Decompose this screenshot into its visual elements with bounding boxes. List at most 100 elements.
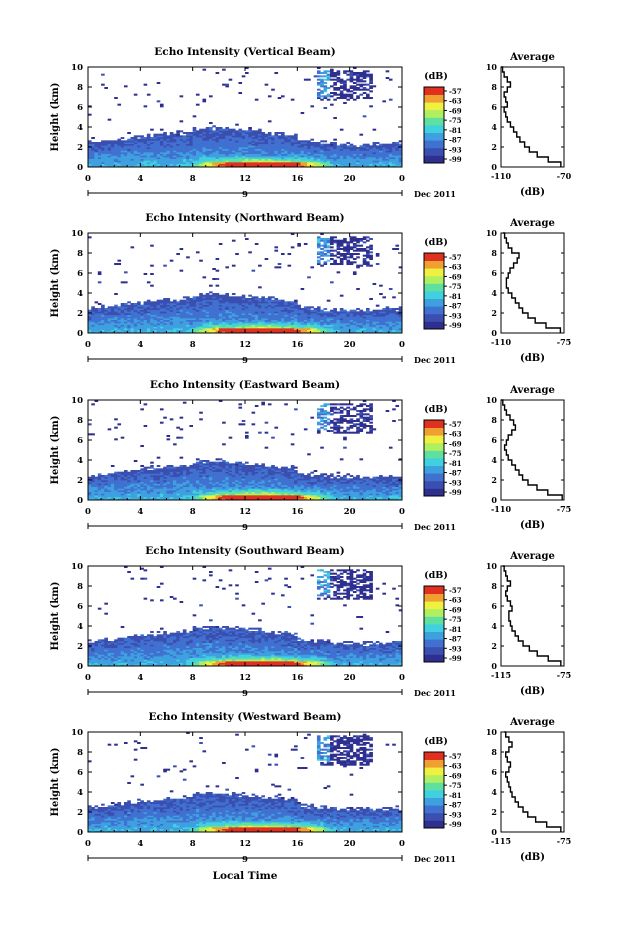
heatmap-cell xyxy=(169,158,174,161)
heatmap-cell xyxy=(330,323,334,326)
heatmap-cell xyxy=(182,329,187,332)
heatmap-cell xyxy=(169,132,174,135)
heatmap-cell xyxy=(140,304,144,307)
heatmap-cell xyxy=(261,299,265,302)
heatmap-cell xyxy=(382,153,386,156)
heatmap-cell xyxy=(120,160,125,163)
heatmap-cell xyxy=(209,133,213,136)
heatmap-cell xyxy=(146,152,151,155)
heatmap-cell xyxy=(241,299,246,302)
heatmap-cell xyxy=(215,298,220,301)
heatmap-cell xyxy=(222,160,226,163)
heatmap-cell xyxy=(333,239,337,242)
heatmap-cell xyxy=(248,145,252,148)
colorbar-tick-label: -63 xyxy=(449,97,462,106)
heatmap-cell xyxy=(140,160,144,163)
heatmap-cell xyxy=(159,150,164,153)
profile-y-tick-label: 6 xyxy=(491,268,497,278)
heatmap-cell xyxy=(235,132,239,135)
heatmap-cell xyxy=(150,140,154,143)
heatmap-cell xyxy=(300,319,305,322)
heatmap-cell xyxy=(209,298,213,301)
heatmap-cell xyxy=(222,319,226,322)
heatmap-cell xyxy=(356,75,360,78)
heatmap-cell xyxy=(297,316,301,319)
heatmap-cell xyxy=(333,78,337,81)
heatmap-cell xyxy=(245,309,249,312)
heatmap-cell xyxy=(284,150,288,153)
heatmap-cell xyxy=(290,147,295,150)
heatmap-cell xyxy=(313,153,318,156)
heatmap-cell xyxy=(330,309,334,312)
heatmap-cell xyxy=(303,311,308,314)
heatmap-cell xyxy=(209,162,213,165)
heatmap-cell xyxy=(326,143,331,146)
heatmap-cell xyxy=(284,309,288,312)
heatmap-cell xyxy=(192,296,197,299)
heatmap-cell xyxy=(199,314,203,317)
heatmap-cell xyxy=(137,135,141,138)
heatmap-cell xyxy=(91,160,95,163)
heatmap-cell xyxy=(258,303,262,306)
heatmap-cell xyxy=(176,436,180,439)
heatmap-cell xyxy=(316,243,321,246)
heatmap-cell xyxy=(274,147,279,150)
heatmap-cell xyxy=(159,421,164,424)
heatmap-cell xyxy=(150,331,154,334)
heatmap-cell xyxy=(176,328,180,331)
heatmap-cell xyxy=(398,157,403,160)
heatmap-cell xyxy=(280,152,285,155)
heatmap-cell xyxy=(94,326,99,329)
heatmap-cell xyxy=(235,150,239,153)
heatmap-cell xyxy=(199,411,203,414)
heatmap-cell xyxy=(146,329,151,332)
heatmap-cell xyxy=(150,148,154,151)
heatmap-cell xyxy=(163,301,167,304)
heatmap-cell xyxy=(398,148,403,151)
heatmap-cell xyxy=(382,157,386,160)
heatmap-cell xyxy=(137,331,141,334)
colorbar-tick-label: -81 xyxy=(449,292,462,301)
heatmap-cell xyxy=(107,140,112,143)
heatmap-cell xyxy=(251,323,256,326)
heatmap-cell xyxy=(294,313,298,316)
heatmap-cell xyxy=(330,143,334,146)
heatmap-cell xyxy=(235,145,239,148)
heatmap-cell xyxy=(166,303,171,306)
heatmap-cell xyxy=(189,142,194,145)
heatmap-cell xyxy=(192,329,197,332)
heatmap-cell xyxy=(359,157,364,160)
heatmap-cell xyxy=(280,324,285,327)
heatmap-cell xyxy=(159,306,164,309)
heatmap-cell xyxy=(339,263,344,266)
heatmap-cell xyxy=(140,309,144,312)
panel-1: Echo Intensity (Northward Beam)0246810He… xyxy=(50,212,571,366)
heatmap-cell xyxy=(150,153,154,156)
heatmap-cell xyxy=(238,321,243,324)
heatmap-cell xyxy=(287,328,292,331)
x-tick-label: 0 xyxy=(399,174,405,184)
heatmap-cell xyxy=(140,326,144,329)
heatmap-cell xyxy=(107,331,112,334)
heatmap-cell xyxy=(323,155,328,158)
heatmap-cell xyxy=(120,162,125,165)
heatmap-cell xyxy=(316,313,321,316)
heatmap-cell xyxy=(274,266,279,269)
heatmap-cell xyxy=(88,105,92,108)
heatmap-cell xyxy=(218,153,223,156)
heatmap-cell xyxy=(117,140,122,143)
heatmap-cell xyxy=(359,163,364,166)
heatmap-cell xyxy=(159,147,164,150)
colorbar: -57-63-69-75-81-87-93-99 xyxy=(423,86,462,164)
heatmap-cell xyxy=(97,143,102,146)
heatmap-cell xyxy=(339,321,344,324)
heatmap-cell xyxy=(218,243,223,246)
heatmap-cell xyxy=(372,145,377,148)
heatmap-cell xyxy=(202,148,207,151)
heatmap-cell xyxy=(323,153,328,156)
heatmap-cell xyxy=(205,158,210,161)
heatmap-cell xyxy=(359,158,364,161)
heatmap-cell xyxy=(294,318,298,321)
heatmap-cell xyxy=(228,296,233,299)
heatmap-cell xyxy=(110,155,115,158)
